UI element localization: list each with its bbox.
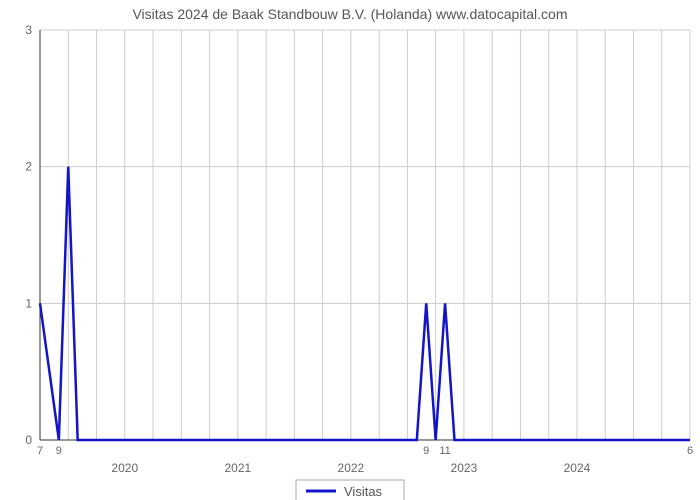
svg-text:0: 0 <box>25 433 32 447</box>
svg-text:3: 3 <box>25 23 32 37</box>
svg-text:1: 1 <box>25 296 32 310</box>
legend: Visitas <box>296 480 404 500</box>
grid <box>40 30 690 440</box>
line-chart: 0 1 2 3 7 9 9 11 6 2020 2021 2022 2023 2024 Visitas <box>0 0 700 500</box>
chart-container: Visitas 2024 de Baak Standbouw B.V. (Hol… <box>0 0 700 500</box>
x-tick-labels: 7 9 9 11 6 2020 2021 2022 2023 2024 <box>37 445 693 475</box>
svg-text:2024: 2024 <box>564 461 591 475</box>
svg-text:7: 7 <box>37 445 43 457</box>
chart-title: Visitas 2024 de Baak Standbouw B.V. (Hol… <box>0 6 700 22</box>
y-tick-labels: 0 1 2 3 <box>25 23 32 447</box>
svg-text:2023: 2023 <box>451 461 478 475</box>
svg-text:2021: 2021 <box>224 461 251 475</box>
legend-label: Visitas <box>344 484 383 499</box>
svg-text:11: 11 <box>439 445 450 457</box>
svg-text:6: 6 <box>687 445 693 457</box>
svg-text:9: 9 <box>56 445 62 457</box>
svg-text:9: 9 <box>423 445 429 457</box>
svg-text:2022: 2022 <box>338 461 365 475</box>
svg-text:2020: 2020 <box>111 461 138 475</box>
axes <box>40 30 690 440</box>
svg-text:2: 2 <box>25 160 32 174</box>
